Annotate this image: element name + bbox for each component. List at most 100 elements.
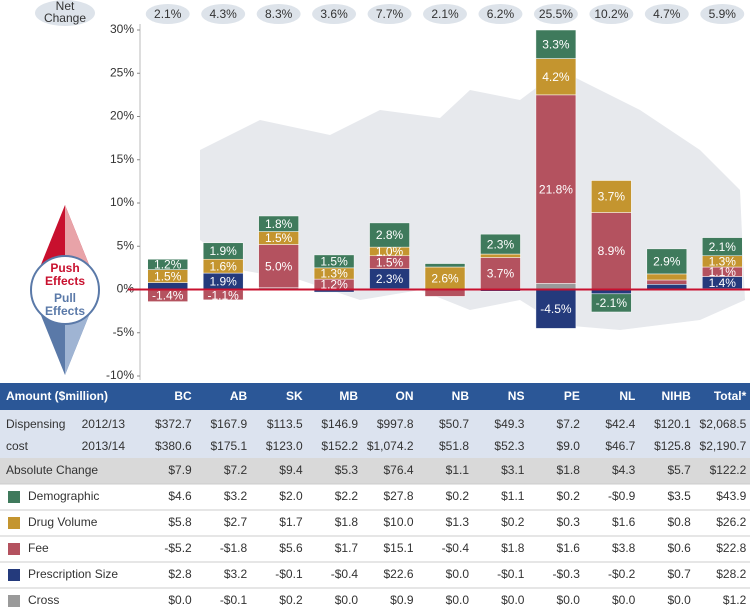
table-cell: -$0.2	[608, 567, 636, 581]
table-cell: $1.7	[335, 541, 359, 555]
table-cell: $152.2	[321, 439, 358, 453]
table-cell: -$0.1	[275, 567, 303, 581]
y-tick-label: 20%	[110, 109, 134, 123]
table-cell: $7.9	[168, 463, 192, 477]
bar-segment	[202, 242, 244, 260]
segment-label: 1.0%	[376, 245, 404, 259]
absolute-change-bg	[0, 458, 750, 484]
compass-pull: Effects	[45, 304, 85, 318]
table-cell: $2.2	[335, 489, 359, 503]
table-cell: $2,068.5	[700, 417, 747, 431]
year-label: 2013/14	[82, 439, 126, 453]
table-cell: $5.8	[168, 515, 192, 529]
table-cell: $1.6	[612, 515, 636, 529]
segment-label: 2.3%	[487, 237, 515, 251]
table-cell: $0.0	[168, 593, 192, 607]
table-cell: $5.7	[667, 463, 691, 477]
table-header-bg	[0, 383, 750, 410]
segment-label: -2.1%	[596, 296, 628, 310]
table-cell: $52.3	[494, 439, 524, 453]
table-column-header: SK	[286, 389, 303, 403]
table-cell: -$0.4	[442, 541, 470, 555]
bar-segment	[646, 248, 688, 275]
net-change: 4.3%	[210, 7, 238, 21]
table-cell: $1.2	[723, 593, 747, 607]
segment-label: 4.2%	[542, 70, 570, 84]
table-cell: $49.3	[494, 417, 524, 431]
table-cell: $997.8	[377, 417, 414, 431]
table-column-header: NS	[508, 389, 525, 403]
table-column-header: NIHB	[661, 389, 691, 403]
table-cell: $1.1	[501, 489, 525, 503]
bar-segment	[535, 289, 577, 329]
bar-segment	[369, 222, 410, 248]
table-cell: $0.0	[446, 567, 470, 581]
table-cell: $2.8	[168, 567, 192, 581]
bar-segment	[480, 253, 521, 258]
table-cell: $0.2	[501, 515, 525, 529]
table-cell: $0.9	[390, 593, 414, 607]
table-cell: -$1.8	[220, 541, 248, 555]
table-cell: $3.2	[224, 567, 248, 581]
dispensing-label: cost	[6, 439, 29, 453]
table-cell: $0.0	[446, 593, 470, 607]
table-cell: $146.9	[321, 417, 358, 431]
table-cell: $10.0	[384, 515, 414, 529]
y-tick-label: -10%	[106, 368, 134, 382]
table-cell: $1.8	[557, 463, 581, 477]
table-cell: $0.0	[612, 593, 636, 607]
segment-label: 3.3%	[542, 37, 570, 51]
legend-label: Drug Volume	[28, 515, 98, 529]
net-change-bg	[644, 4, 689, 24]
bar-segment	[535, 58, 577, 96]
push-arrow-shade	[65, 205, 92, 272]
legend-swatch	[8, 569, 20, 581]
legend-swatch	[8, 595, 20, 607]
segment-label: 1.4%	[709, 276, 737, 290]
segment-label: 1.2%	[154, 258, 182, 272]
segment-label: 3.7%	[598, 190, 626, 204]
segment-label: 2.1%	[709, 240, 737, 254]
table-cell: $1.6	[557, 541, 581, 555]
bar-segment	[702, 237, 743, 257]
table-column-header: ON	[396, 389, 414, 403]
table-cell: $28.2	[716, 567, 746, 581]
table-cell: $9.0	[557, 439, 581, 453]
legend-label: Cross	[28, 593, 59, 607]
net-change-label: Net	[56, 0, 75, 13]
net-change-bg	[700, 4, 745, 24]
segment-label: 1.9%	[210, 274, 238, 288]
net-change-bg	[201, 4, 246, 24]
table-cell: $46.7	[605, 439, 635, 453]
table-cell: $22.8	[716, 541, 746, 555]
table-cell: $9.4	[279, 463, 303, 477]
table-cell: $0.0	[501, 593, 525, 607]
segment-label: 2.8%	[376, 228, 404, 242]
segment-label: 1.9%	[210, 244, 238, 258]
table-cell: $76.4	[384, 463, 414, 477]
legend-swatch	[8, 491, 20, 503]
table-cell: $43.9	[716, 489, 746, 503]
table-cell: $0.7	[667, 567, 691, 581]
table-cell: $0.3	[557, 515, 581, 529]
table-cell: $0.8	[667, 515, 691, 529]
net-change: 2.1%	[431, 7, 459, 21]
table-cell: $42.4	[605, 417, 635, 431]
segment-label: 1.5%	[320, 255, 348, 269]
segment-label: 1.5%	[265, 231, 293, 245]
net-change-bg	[145, 4, 190, 24]
table-cell: -$0.3	[553, 567, 581, 581]
table-cell: $22.6	[384, 567, 414, 581]
bar-segment	[313, 254, 355, 269]
table-cell: $0.6	[667, 541, 691, 555]
bar-segment	[258, 244, 299, 289]
y-tick-label: 5%	[117, 238, 135, 252]
pull-arrow-shade	[65, 308, 92, 375]
table-cell: $372.7	[155, 417, 192, 431]
segment-label: 1.8%	[265, 217, 293, 231]
bar-segment	[258, 215, 299, 232]
table-cell: $15.1	[384, 541, 414, 555]
table-cell: $7.2	[557, 417, 581, 431]
table-header: Amount ($million)	[6, 389, 108, 403]
